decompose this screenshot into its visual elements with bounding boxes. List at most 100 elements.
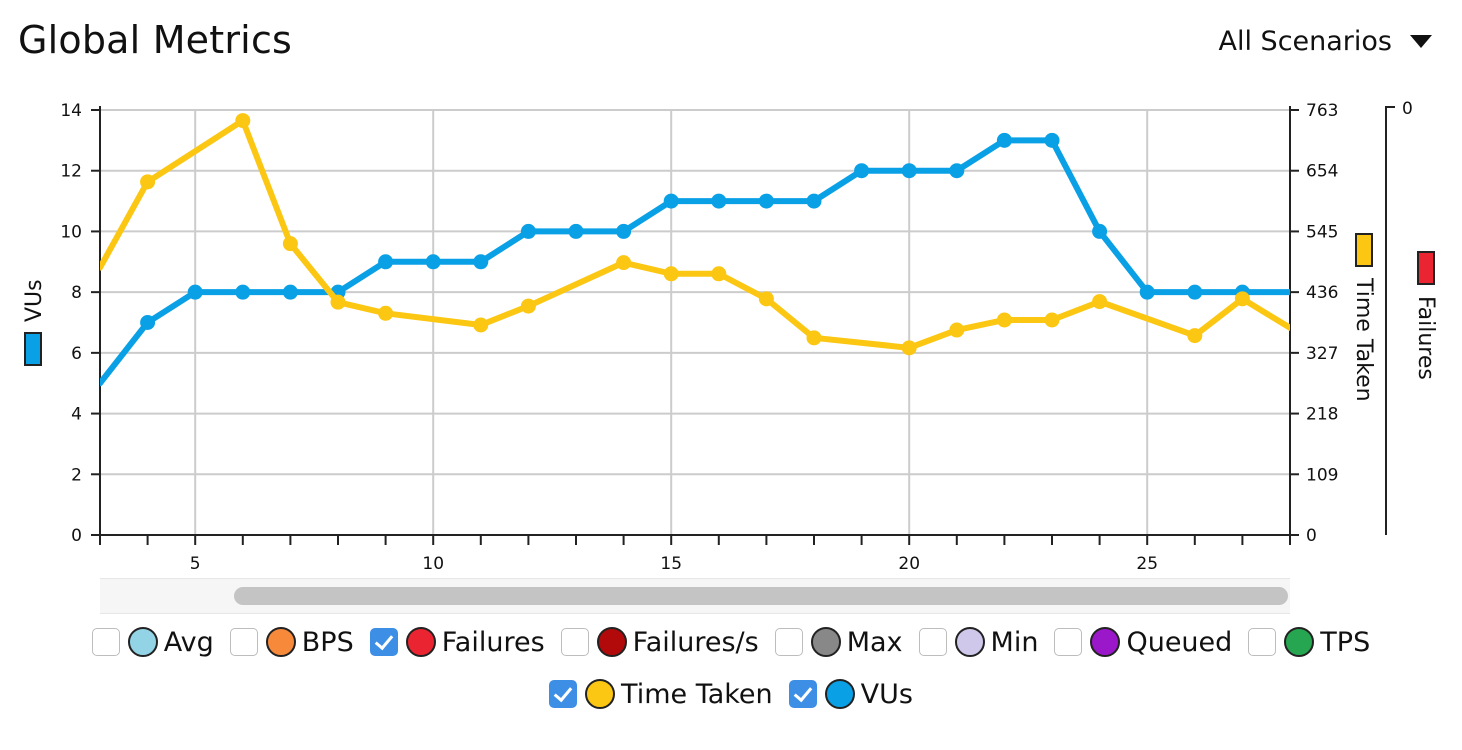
y-left-tick-label: 14 [60,101,82,121]
legend-item-queued[interactable]: Queued [1054,620,1232,664]
data-point-vus[interactable] [378,254,394,270]
legend-label-bps: BPS [301,626,354,658]
legend-checkbox-tps[interactable] [1248,628,1277,656]
legend-item-bps[interactable]: BPS [229,620,354,664]
legend-checkbox-failures-s[interactable] [560,628,589,656]
data-point-vus[interactable] [1092,223,1108,239]
x-tick-label: 15 [660,554,682,574]
legend-swatch-queued [1090,627,1121,657]
data-point-vus[interactable] [996,132,1012,148]
legend-item-failures[interactable]: Failures [369,620,545,664]
data-point-vus[interactable] [187,284,203,300]
data-point-vus[interactable] [140,315,156,330]
failures-axis-title: Failures [1413,296,1438,380]
scenario-dropdown[interactable]: All Scenarios [1218,26,1432,57]
data-point-time-taken[interactable] [711,266,727,282]
x-tick-label: 25 [1136,554,1158,574]
data-point-time-taken[interactable] [520,298,536,314]
data-point-vus[interactable] [1187,284,1203,300]
legend-item-vus[interactable]: VUs [788,672,913,716]
legend-checkbox-failures[interactable] [369,628,398,656]
data-point-time-taken[interactable] [1234,291,1250,307]
legend-checkbox-min[interactable] [918,628,947,656]
legend-checkbox-vus[interactable] [788,680,817,708]
failures-axis-swatch [1417,251,1435,285]
data-point-vus[interactable] [1044,132,1060,148]
data-point-vus[interactable] [616,223,632,239]
data-point-time-taken[interactable] [378,305,394,321]
legend-swatch-failures-s [596,627,627,657]
data-point-time-taken[interactable] [663,266,679,282]
data-point-vus[interactable] [235,284,251,300]
legend-swatch-min [954,627,985,657]
legend-checkbox-avg[interactable] [91,628,120,656]
legend-item-avg[interactable]: Avg [91,620,214,664]
dropdown-arrow-icon[interactable] [1410,35,1432,48]
data-point-vus[interactable] [854,163,870,179]
x-tick-label: 20 [898,554,920,574]
legend-swatch-bps [265,627,296,657]
y-right-tick-label: 436 [1306,283,1338,303]
data-point-vus[interactable] [282,284,298,300]
legend-item-min[interactable]: Min [918,620,1038,664]
legend-label-max: Max [846,626,903,658]
data-point-vus[interactable] [473,254,489,270]
legend-swatch-vus [824,679,855,709]
data-point-time-taken[interactable] [473,317,489,333]
legend-label-tps: TPS [1320,626,1371,658]
data-point-time-taken[interactable] [1044,312,1060,328]
legend-checkbox-max[interactable] [774,628,803,656]
data-point-time-taken[interactable] [949,322,965,338]
series-line-time-taken [100,117,1290,351]
data-point-time-taken[interactable] [996,312,1012,328]
chart-scrollbar-track[interactable] [100,578,1290,614]
data-point-vus[interactable] [949,163,965,179]
legend-label-failures: Failures [441,626,545,658]
legend-swatch-tps [1284,627,1315,657]
x-tick-label: 10 [422,554,444,574]
y-right-tick-label: 0 [1306,526,1317,546]
legend-label-time-taken: Time Taken [621,678,773,710]
legend-label-queued: Queued [1126,626,1233,658]
legend-checkbox-time-taken[interactable] [549,680,578,708]
y-left-tick-label: 2 [71,465,82,485]
data-point-vus[interactable] [568,223,584,239]
legend-checkbox-queued[interactable] [1054,628,1083,656]
data-point-vus[interactable] [1139,284,1155,300]
y-left-tick-label: 4 [71,405,82,425]
data-point-vus[interactable] [520,223,536,239]
y-left-tick-label: 8 [71,283,82,303]
data-point-vus[interactable] [806,193,822,209]
y-right-tick-label: 763 [1306,101,1338,121]
vus-axis-title: VUs [22,279,47,322]
data-point-vus[interactable] [711,193,727,209]
legend-item-tps[interactable]: TPS [1248,620,1370,664]
legend-label-failures-s: Failures/s [632,626,759,658]
legend-checkbox-bps[interactable] [229,628,258,656]
scenario-selected-value: All Scenarios [1218,26,1393,57]
data-point-time-taken[interactable] [616,255,632,271]
data-point-time-taken[interactable] [1092,294,1108,310]
y-right-tick-label: 218 [1306,405,1338,425]
legend-swatch-avg [127,627,158,657]
data-point-vus[interactable] [758,193,774,209]
data-point-time-taken[interactable] [282,236,298,252]
data-point-time-taken[interactable] [330,294,346,310]
data-point-time-taken[interactable] [140,174,156,190]
data-point-vus[interactable] [663,193,679,209]
legend-item-max[interactable]: Max [774,620,903,664]
data-point-time-taken[interactable] [235,113,251,129]
data-point-vus[interactable] [901,163,917,179]
data-point-time-taken[interactable] [901,340,917,356]
data-point-time-taken[interactable] [758,291,774,307]
legend-item-time-taken[interactable]: Time Taken [549,672,773,716]
legend-swatch-failures [405,627,436,657]
y-left-tick-label: 12 [60,162,82,182]
data-point-time-taken[interactable] [1187,328,1203,344]
chart-scrollbar-thumb[interactable] [234,587,1288,605]
y-left-tick-label: 6 [71,344,82,364]
data-point-vus[interactable] [425,254,441,270]
legend-item-failures-s[interactable]: Failures/s [560,620,759,664]
y-right-tick-label: 545 [1306,222,1338,242]
data-point-time-taken[interactable] [806,330,822,346]
